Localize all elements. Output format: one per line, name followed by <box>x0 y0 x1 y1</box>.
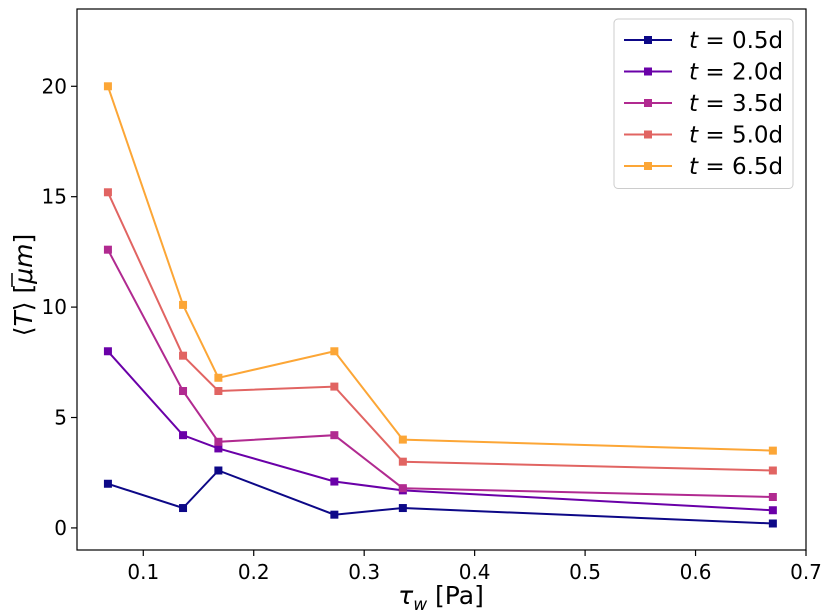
plot-frame <box>76 8 807 551</box>
x-tick-label: 0.7 <box>790 560 822 584</box>
x-axis-label: τw [Pa] <box>398 581 484 615</box>
x-tick-label: 0.6 <box>680 560 712 584</box>
legend-item-3: t = 5.0d <box>624 123 783 149</box>
data-point <box>214 387 223 396</box>
data-point <box>103 82 112 91</box>
legend-label: t = 5.0d <box>689 123 783 149</box>
series-line <box>107 350 773 512</box>
data-point <box>179 504 188 513</box>
data-point <box>214 466 223 475</box>
legend-frame <box>613 18 794 189</box>
x-tick-label: 0.2 <box>238 560 270 584</box>
series-line <box>107 469 773 525</box>
legend-item-2: t = 3.5d <box>624 91 783 117</box>
data-point <box>330 382 339 391</box>
data-point <box>330 347 339 356</box>
data-point <box>214 437 223 446</box>
y-tick-label: 5 <box>54 406 67 430</box>
legend-label: t = 0.5d <box>689 28 783 54</box>
data-point <box>179 351 188 360</box>
legend-swatch-marker <box>644 36 652 44</box>
series-2 <box>103 245 777 502</box>
legend-label: t = 3.5d <box>689 91 783 117</box>
legend-swatch-marker <box>644 162 652 170</box>
data-point <box>398 484 407 493</box>
y-tick-label: 10 <box>42 295 67 319</box>
legend-swatch-marker <box>644 130 652 139</box>
series-3 <box>103 188 777 475</box>
legend-swatch-marker <box>644 67 652 76</box>
data-point <box>179 431 188 440</box>
series-4 <box>103 82 777 455</box>
data-point <box>768 519 777 528</box>
data-point <box>103 245 112 254</box>
data-point <box>103 188 112 197</box>
data-point <box>103 479 112 488</box>
legend-item-0: t = 0.5d <box>624 28 783 54</box>
legend-label: t = 6.5d <box>689 154 783 180</box>
y-tick-label: 15 <box>42 185 67 209</box>
data-point <box>179 387 188 396</box>
legend-label: t = 2.0d <box>689 60 783 86</box>
data-point <box>179 300 188 309</box>
series-line <box>106 85 773 452</box>
series-line <box>106 191 773 472</box>
x-tick-label: 0.1 <box>127 560 159 584</box>
legend-item-1: t = 2.0d <box>624 60 783 86</box>
data-point <box>768 466 777 475</box>
data-point <box>398 457 407 466</box>
y-tick-label: 0 <box>54 516 67 540</box>
data-point <box>398 435 407 444</box>
legend-item-4: t = 6.5d <box>624 154 783 180</box>
data-point <box>214 373 223 382</box>
data-point <box>330 431 339 440</box>
svg-text:⟨T⟩ [μm]: ⟨T⟩ [μm] <box>9 234 38 337</box>
data-point <box>330 477 339 486</box>
data-point <box>330 510 339 519</box>
series-0 <box>103 466 777 528</box>
data-point <box>214 444 223 453</box>
legend-swatch-marker <box>644 99 652 107</box>
y-axis-label: ⟨T⟩ [μm] <box>9 234 38 337</box>
legend: t = 0.5d t = 2.0d t = 3.5d t = 5.0d t = 6.5d <box>613 18 794 189</box>
x-tick-label: 0.5 <box>569 560 601 584</box>
data-point <box>768 506 777 515</box>
data-point <box>768 446 777 455</box>
y-tick-label: 20 <box>42 74 67 98</box>
x-tick-label: 0.4 <box>459 560 491 584</box>
x-tick-label: 0.3 <box>348 560 380 584</box>
data-point <box>103 347 112 356</box>
series-line <box>107 249 773 498</box>
data-point <box>768 493 777 502</box>
data-point <box>398 504 407 513</box>
